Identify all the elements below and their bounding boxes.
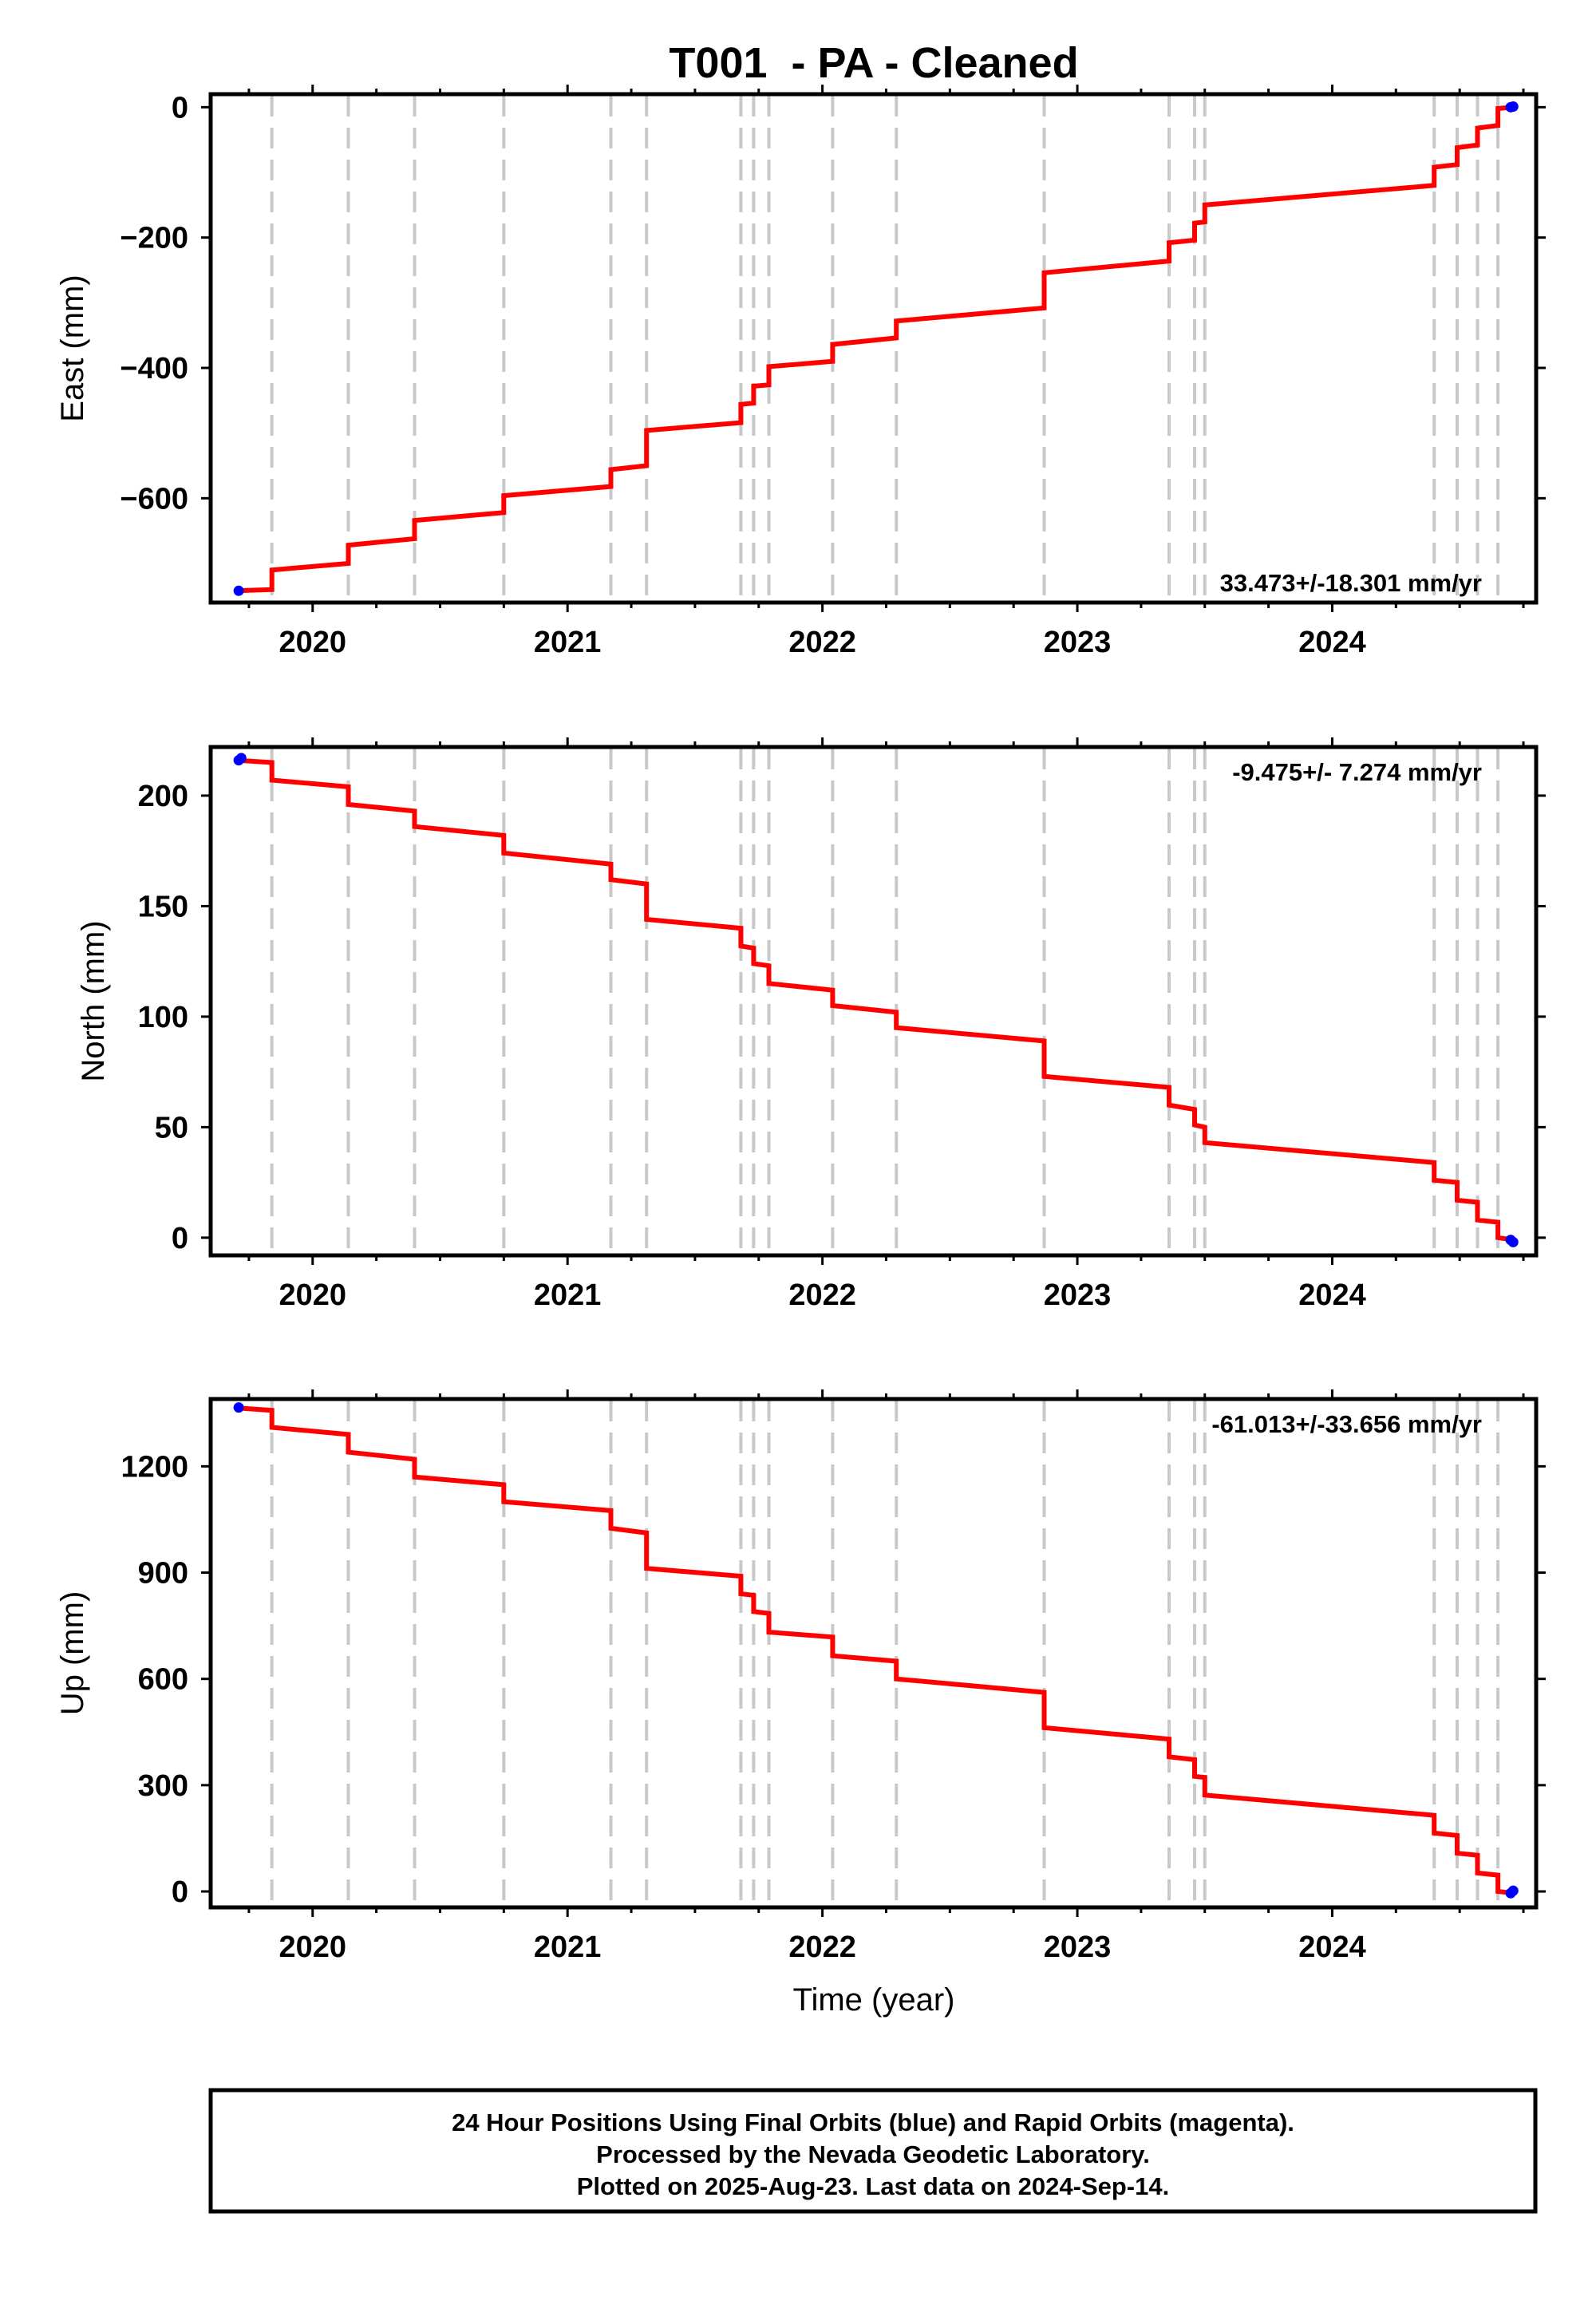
up-panel: 2020 2021 2022 2023 2024 0 300 600 900 1200 Up (mm… [55, 1389, 1546, 1964]
footer-line-2: Processed by the Nevada Geodetic Laborat… [596, 2140, 1150, 2168]
east-x-tick-label-0: 2020 [279, 626, 346, 659]
north-final-orbit-point-3 [1507, 1236, 1519, 1247]
footer-line-3: Plotted on 2025-Aug-23. Last data on 202… [577, 2172, 1169, 2200]
east-y-tick-label-3: 0 [172, 91, 188, 124]
north-final-orbit-point-1 [235, 753, 247, 764]
east-y-tick-label-2: −200 [120, 222, 188, 255]
north-y-tick-label-3: 150 [138, 890, 188, 923]
east-rate-label: 33.473+/-18.301 mm/yr [1220, 569, 1482, 597]
north-x-tick-label-2: 2022 [788, 1279, 856, 1312]
east-model-line [235, 105, 1514, 594]
up-model-line [235, 1405, 1514, 1896]
up-y-axis-label: Up (mm) [55, 1591, 90, 1716]
north-panel: 2020 2021 2022 2023 2024 0 50 100 150 200 North (m… [76, 737, 1546, 1312]
up-y-tick-label-2: 600 [138, 1663, 188, 1697]
north-x-tick-label-0: 2020 [279, 1279, 346, 1312]
up-final-orbit-point-2 [1507, 1885, 1519, 1896]
north-rate-label: -9.475+/- 7.274 mm/yr [1232, 758, 1482, 786]
up-y-tick-label-4: 1200 [120, 1450, 188, 1484]
north-model-line [235, 757, 1514, 1243]
figure-title: T001 - PA - Cleaned [669, 39, 1078, 87]
up-plot-area [211, 1399, 1536, 1907]
north-x-tick-label-3: 2023 [1044, 1279, 1112, 1312]
east-panel: 2020 2021 2022 2023 2024 −600 −400 −200 0 East (m… [55, 85, 1546, 659]
east-final-orbit-point-2 [1507, 101, 1519, 113]
east-frame [208, 92, 1539, 605]
north-plot-area [211, 747, 1536, 1255]
footer-line-1: 24 Hour Positions Using Final Orbits (bl… [452, 2109, 1294, 2136]
up-rate-label: -61.013+/-33.656 mm/yr [1211, 1410, 1482, 1438]
east-x-tick-label-4: 2024 [1298, 626, 1366, 659]
east-x-tick-label-3: 2023 [1044, 626, 1112, 659]
north-y-tick-label-0: 0 [172, 1222, 188, 1255]
up-y-tick-label-3: 900 [138, 1557, 188, 1591]
east-x-tick-label-1: 2021 [534, 626, 602, 659]
footer-box: 24 Hour Positions Using Final Orbits (bl… [208, 2088, 1538, 2214]
up-x-tick-label-3: 2023 [1044, 1931, 1112, 1964]
up-x-tick-label-2: 2022 [788, 1931, 856, 1964]
up-frame [208, 1397, 1539, 1910]
north-frame [208, 745, 1539, 1258]
north-y-axis-label: North (mm) [76, 920, 111, 1081]
east-final-orbit-point-0 [233, 585, 244, 596]
up-x-tick-label-0: 2020 [279, 1931, 346, 1964]
east-x-tick-label-2: 2022 [788, 626, 856, 659]
up-final-orbit-point-0 [233, 1402, 244, 1413]
up-y-tick-label-1: 300 [138, 1769, 188, 1803]
east-plot-area [211, 94, 1536, 603]
north-y-tick-label-2: 100 [138, 1001, 188, 1034]
north-x-tick-label-4: 2024 [1298, 1279, 1366, 1312]
east-y-axis-label: East (mm) [55, 275, 90, 421]
north-y-tick-label-4: 200 [138, 780, 188, 813]
north-x-tick-label-1: 2021 [534, 1279, 602, 1312]
up-x-tick-label-1: 2021 [534, 1931, 602, 1964]
east-y-tick-label-1: −400 [120, 352, 188, 385]
up-x-tick-label-4: 2024 [1298, 1931, 1366, 1964]
north-y-tick-label-1: 50 [155, 1111, 188, 1144]
up-y-tick-label-0: 0 [172, 1875, 188, 1909]
east-y-tick-label-0: −600 [120, 482, 188, 516]
x-axis-label: Time (year) [793, 1982, 955, 2018]
